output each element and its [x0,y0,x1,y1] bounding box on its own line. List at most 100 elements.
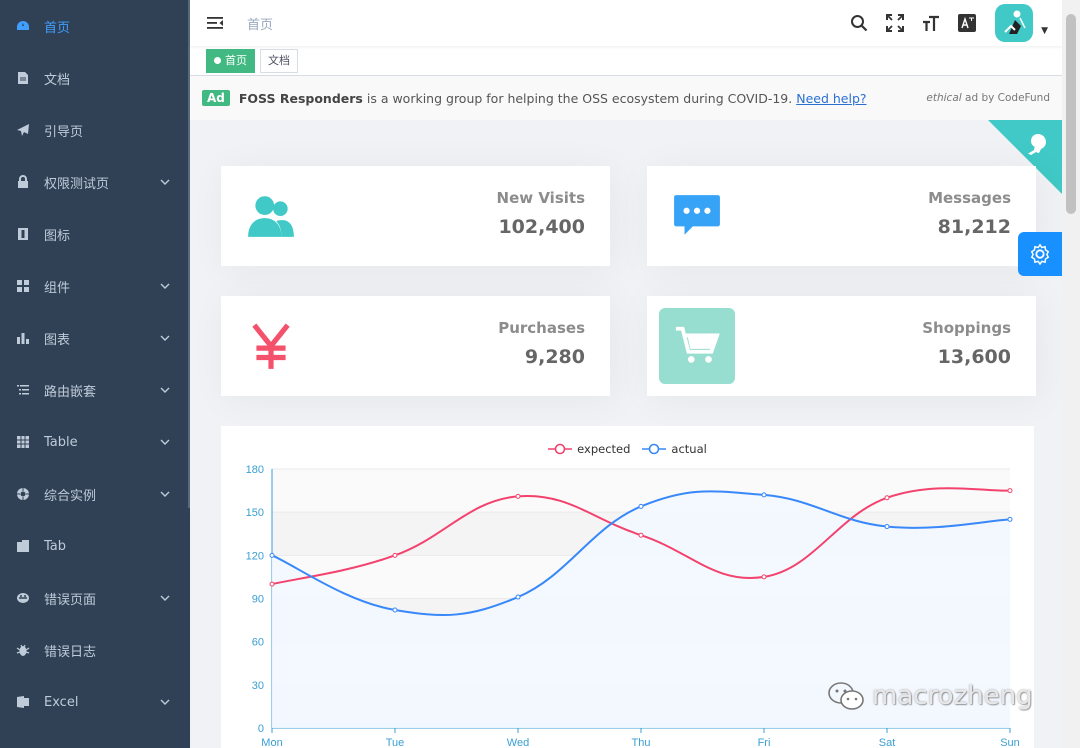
fullscreen-icon[interactable] [885,13,905,33]
chevron-down-icon[interactable]: ▼ [1041,26,1048,36]
sidebar-item-label: 错误日志 [44,644,97,660]
x-tick-label: Fri [758,737,771,748]
ad-title[interactable]: FOSS Responders [238,90,363,106]
settings-button[interactable] [1018,232,1062,276]
y-tick-label: 60 [252,637,264,649]
breadcrumb[interactable]: 首页 [247,17,274,33]
chevron-down-icon [160,436,170,446]
data-point-expected [269,581,275,587]
size-icon[interactable] [921,13,941,33]
sidebar-item[interactable]: 错误页面 [0,572,190,624]
sidebar-item[interactable]: 错误日志 [0,624,190,676]
data-point-expected [761,574,767,580]
legend-marker [548,443,573,455]
legend-item[interactable]: expected [548,442,630,456]
sidebar-item[interactable]: Excel [0,676,190,728]
stat-card-value: 13,600 [937,346,1011,368]
stat-card-label: Purchases [498,319,585,337]
y-tick-label: 0 [258,723,264,735]
ad-by: ad by CodeFund [965,92,1050,104]
data-point-actual [515,594,521,600]
sidebar-item-label: 组件 [44,280,71,296]
sidebar-item[interactable]: Table [0,416,190,468]
people-icon [233,178,309,254]
tag-active[interactable]: 首页 [206,48,255,73]
line-chart-panel: expected actual 0 30 60 90 120 150 180 Mon Tue Wed… [221,426,1034,748]
chevron-down-icon [160,176,170,186]
data-point-expected [515,493,521,499]
watermark-text: macrozheng [872,681,1033,711]
sidebar-item[interactable]: 组件 [0,260,190,312]
sidebar-item-label: 首页 [44,20,71,36]
stat-card-text: New Visits 102,400 [497,188,585,238]
error-page-icon [16,591,30,605]
right-menu: ▼ [833,0,1048,46]
stat-card-label: Shoppings [922,319,1011,337]
sidebar-item[interactable]: 引导页 [0,104,190,156]
tag-item[interactable]: 文档 [260,48,298,73]
stat-card-text: Purchases 9,280 [498,318,585,368]
x-tick-label: Wed [507,737,529,748]
sidebar-item[interactable]: Tab [0,520,190,572]
legend-label: expected [577,442,631,456]
page-scrollbar-thumb[interactable] [1066,14,1076,214]
sidebar-item-label: 路由嵌套 [44,384,97,400]
sidebar-menu: 首页文档引导页权限测试页 图标组件图表路由嵌套 Table 综合实例 Tab 错误页面错误… [0,0,190,728]
stat-card-value: 102,400 [498,216,585,238]
hamburger-icon[interactable] [207,15,223,31]
language-icon[interactable] [957,13,977,33]
tag-label: 首页 [225,53,247,67]
ad-ethical: ethical [926,92,962,104]
stat-card[interactable]: Messages 81,212 [647,166,1036,266]
sidebar-item[interactable]: 图表 [0,312,190,364]
stat-card[interactable]: Purchases 9,280 [221,296,610,396]
tags-view: 首页 文档 [190,46,1062,76]
sidebar-scrollbar[interactable] [188,0,190,508]
sidebar-item[interactable]: 图标 [0,208,190,260]
sidebar: 首页文档引导页权限测试页 图标组件图表路由嵌套 Table 综合实例 Tab 错误页面错误… [0,0,190,748]
sidebar-item[interactable]: 综合实例 [0,468,190,520]
legend-marker [642,443,667,455]
sidebar-item[interactable]: 首页 [0,0,190,52]
data-point-expected [392,552,398,558]
stat-card[interactable]: New Visits 102,400 [221,166,610,266]
y-tick-label: 180 [246,464,264,476]
main-container: 首页 ▼ 首页 文档 Ad FOSS Responders is a worki [190,0,1062,748]
stat-card-value: 81,212 [937,216,1011,238]
y-tick-label: 150 [246,507,264,519]
y-tick-label: 120 [246,550,264,562]
x-tick-label: Thu [632,737,651,748]
github-corner-icon[interactable] [988,120,1062,194]
stat-card-label: New Visits [496,189,585,207]
ad-badge: Ad [202,90,230,106]
legend-label: actual [671,442,707,456]
data-point-expected [638,532,644,538]
icon-icon [16,227,30,241]
sidebar-item[interactable]: 权限测试页 [0,156,190,208]
ad-help-link[interactable]: Need help? [796,90,867,106]
example-icon [16,487,30,501]
sidebar-item-label: 引导页 [44,124,84,140]
chart-icon [16,331,30,345]
search-icon[interactable] [849,13,869,33]
bug-icon [16,643,30,657]
ad-banner: Ad FOSS Responders is a working group fo… [190,76,1062,120]
sidebar-item[interactable]: 路由嵌套 [0,364,190,416]
page-scrollbar[interactable] [1062,0,1080,748]
sidebar-item-label: Excel [44,694,79,710]
legend-item[interactable]: actual [642,442,707,456]
stat-card-value: 9,280 [524,346,585,368]
guide-icon [16,123,30,137]
ad-attribution[interactable]: ethical ad by CodeFund [926,92,1050,104]
sidebar-item[interactable]: 文档 [0,52,190,104]
tag-dot [214,57,221,64]
shopping-icon [659,308,735,384]
y-tick-label: 90 [252,594,264,606]
stat-card[interactable]: Shoppings 13,600 [647,296,1036,396]
data-point-actual [638,503,644,509]
sidebar-item-label: Tab [44,538,67,554]
avatar[interactable] [995,4,1034,42]
x-tick-label: Tue [386,737,405,748]
data-point-actual [269,552,275,558]
message-icon [659,178,735,254]
